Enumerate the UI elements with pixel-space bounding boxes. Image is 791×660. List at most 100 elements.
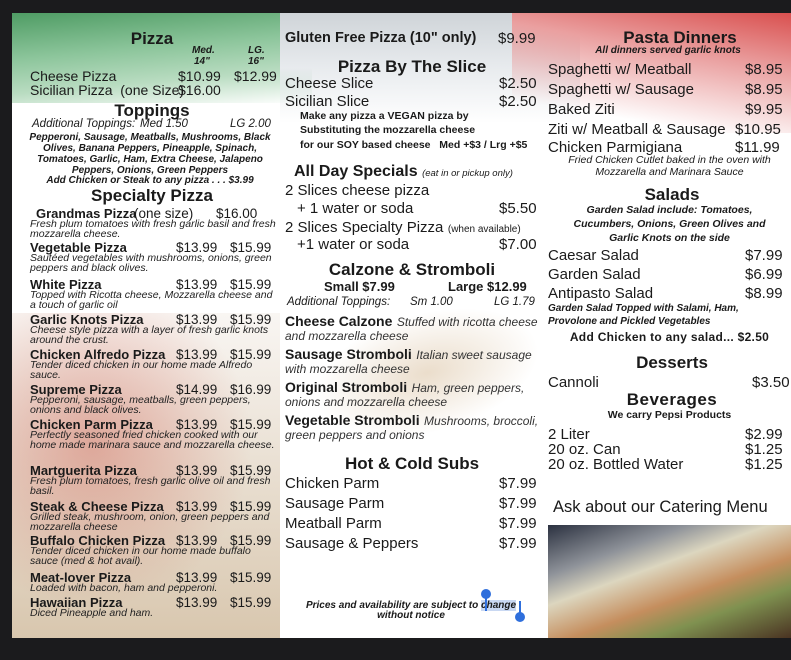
- specialty-pizza-name: Martguerita Pizza: [30, 463, 137, 478]
- specialty-pizza-desc: Cheese style pizza with a layer of fresh…: [30, 324, 269, 347]
- calzone-item: Vegetable Stromboli Mushrooms, broccoli,…: [285, 413, 540, 442]
- sub-price: $7.99: [499, 535, 537, 552]
- calzone-toppings-sm: Sm 1.00: [410, 296, 453, 308]
- special-line: +1 water or soda: [297, 236, 410, 253]
- toppings-med-price: Med 1.50: [140, 118, 188, 130]
- footnote-line2: without notice: [377, 610, 445, 621]
- slice-item-name: Sicilian Slice: [285, 93, 370, 110]
- specialty-pizza-name: Buffalo Chicken Pizza: [30, 533, 166, 548]
- specialty-pizza-desc: Topped with Ricotta cheese, Mozzarella c…: [30, 289, 273, 312]
- specialty-pizza-lg-price: $15.99: [230, 533, 272, 548]
- pasta-price: $9.95: [745, 101, 783, 118]
- pasta-name: Spaghetti w/ Sausage: [548, 81, 694, 98]
- sub-name: Sausage & Peppers: [285, 535, 419, 552]
- specialty-pizza-lg-price: $15.99: [230, 417, 272, 432]
- toppings-list-line: Tomatoes, Garlic, Ham, Extra Cheese, Jal…: [37, 154, 263, 165]
- selection-handle-end[interactable]: [515, 612, 525, 622]
- specialty-pizza-name: Garlic Knots Pizza: [30, 312, 144, 327]
- salads-title: Salads: [644, 185, 700, 204]
- specialty-pizza-desc: Loaded with bacon, ham and pepperoni.: [30, 582, 218, 594]
- specialty-pizza-med-price: $13.99: [176, 570, 218, 585]
- pasta-subtitle: All dinners served garlic knots: [595, 45, 741, 56]
- sicilian-pizza-name: Sicilian Pizza (one Size): [30, 82, 185, 98]
- specialty-pizza-name: Chicken Alfredo Pizza: [30, 347, 166, 362]
- pizza-photo-background: [12, 313, 280, 638]
- cheese-pizza-name: Cheese Pizza: [30, 68, 117, 84]
- calzone-toppings-label: Additional Toppings:: [287, 296, 391, 308]
- pasta-title: Pasta Dinners: [623, 28, 737, 47]
- specialty-pizza-name: Meat-lover Pizza: [30, 570, 132, 585]
- calzone-item-desc: Italian sweet sausage with mozzarella ch…: [285, 348, 532, 376]
- pasta-name: Spaghetti w/ Meatball: [548, 61, 692, 78]
- sub-price: $7.99: [499, 475, 537, 492]
- pizza-title: Pizza: [130, 29, 174, 48]
- pasta-name: Ziti w/ Meatball & Sausage: [548, 121, 726, 138]
- calzone-item-desc: Ham, green peppers, onions and mozzarell…: [285, 381, 525, 409]
- specialty-pizza-name: Vegetable Pizza: [30, 240, 127, 255]
- specialty-pizza-desc: Diced Pineapple and ham.: [30, 607, 154, 619]
- selection-caret-end: [519, 601, 521, 614]
- gluten-free-price: $9.99: [498, 30, 536, 47]
- slice-item-name: Cheese Slice: [285, 75, 374, 92]
- specialty-pizza-lg-price: $15.99: [230, 595, 272, 610]
- specialty-pizza-lg-price: $15.99: [230, 277, 272, 292]
- parm-desc-line: Mozzarella and Marinara Sauce: [595, 166, 744, 178]
- selected-text[interactable]: change: [481, 600, 517, 611]
- toppings-lg-price: LG 2.00: [230, 118, 271, 130]
- beverage-name: 2 Liter: [548, 426, 590, 443]
- specials-title: All Day Specials: [294, 163, 418, 180]
- specialty-pizza-med-price: $13.99: [176, 595, 218, 610]
- specialty-pizza-name: Chicken Parm Pizza: [30, 417, 153, 432]
- lg-label: LG.: [248, 45, 265, 56]
- dessert-price: $3.50: [752, 374, 790, 391]
- sicilian-pizza-price: $16.00: [178, 82, 221, 98]
- footnote-text: Prices and availability are subject to: [305, 600, 482, 611]
- red-flag-band: [512, 13, 791, 133]
- sub-name: Chicken Parm: [285, 475, 380, 492]
- add-meat-note: Add Chicken or Steak to any pizza . . . …: [46, 175, 254, 186]
- catering-photo: [548, 525, 791, 638]
- vegan-note-line: Make any pizza a VEGAN pizza by: [300, 110, 469, 122]
- beverages-title: Beverages: [626, 390, 718, 409]
- specialty-pizza-name: White Pizza: [30, 277, 102, 292]
- pasta-price: $8.95: [745, 81, 783, 98]
- specialty-pizza-med-price: $16.00: [216, 206, 258, 221]
- specialty-pizza-lg-price: $15.99: [230, 499, 272, 514]
- special-line: 2 Slices cheese pizza: [285, 182, 430, 199]
- specialty-pizza-med-price: $13.99: [176, 312, 218, 327]
- add-chicken-salad: Add Chicken to any salad... $2.50: [569, 330, 770, 344]
- specialty-pizza-med-price: $13.99: [176, 347, 218, 362]
- sub-name: Meatball Parm: [285, 515, 382, 532]
- green-flag-band: [12, 13, 312, 103]
- slice-item-price: $2.50: [499, 75, 537, 92]
- specialty-pizza-med-price: $14.99: [176, 382, 218, 397]
- specialty-pizza-lg-price: $15.99: [230, 570, 272, 585]
- specialty-pizza-lg-price: $15.99: [230, 347, 272, 362]
- specialty-pizza-med-price: $13.99: [176, 463, 218, 478]
- sub-price: $7.99: [499, 515, 537, 532]
- cheese-pizza-lg-price: $12.99: [234, 68, 277, 84]
- specialty-pizza-desc: Tender diced chicken in our home made bu…: [30, 545, 251, 568]
- salad-price: $6.99: [745, 266, 783, 283]
- lg-size: 16": [248, 56, 264, 67]
- pasta-name: Baked Ziti: [548, 101, 615, 118]
- toppings-list-line: Olives, Banana Peppers, Pineapple, Spina…: [43, 143, 257, 154]
- calzone-title: Calzone & Stromboli: [328, 260, 496, 279]
- gluten-free-name: Gluten Free Pizza (10" only): [285, 30, 477, 46]
- additional-toppings-label: Additional Toppings:: [32, 118, 136, 130]
- special-line: + 1 water or soda: [297, 200, 414, 217]
- catering-text: Ask about our Catering Menu: [553, 498, 768, 516]
- calzone-item-name: Cheese Calzone: [285, 313, 393, 329]
- specials-title-row: All Day Specials (eat in or pickup only): [294, 164, 513, 180]
- salad-intro-line: Cucumbers, Onions, Green Olives and: [573, 218, 766, 230]
- med-label: Med.: [192, 45, 215, 56]
- salad-name: Garden Salad: [548, 266, 641, 283]
- beverages-subtitle: We carry Pepsi Products: [607, 409, 732, 421]
- selection-handle-start[interactable]: [481, 589, 491, 599]
- calzone-item-name: Sausage Stromboli: [285, 346, 412, 362]
- specialty-pizza-med-price: $13.99: [176, 240, 218, 255]
- beverage-name: 20 oz. Can: [548, 441, 621, 458]
- specialty-pizza-med-price: $13.99: [176, 417, 218, 432]
- pasta-price: $10.95: [735, 121, 781, 138]
- sub-name: Sausage Parm: [285, 495, 385, 512]
